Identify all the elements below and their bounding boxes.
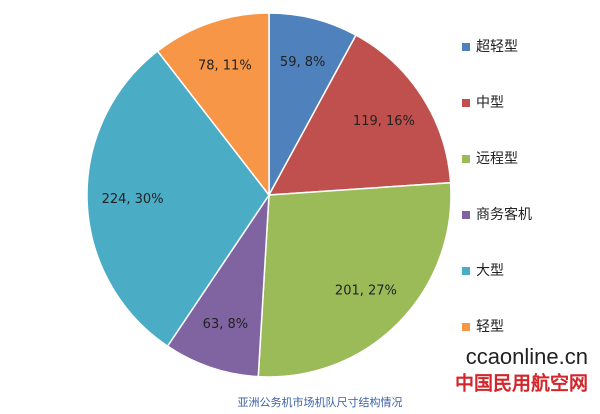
legend-swatch xyxy=(462,155,470,163)
data-label: 78, 11% xyxy=(198,58,252,73)
legend-text: 商务客机 xyxy=(476,206,532,223)
data-label: 224, 30% xyxy=(102,192,164,207)
legend-swatch xyxy=(462,43,470,51)
pie-slice xyxy=(166,192,270,378)
legend-swatch xyxy=(462,323,470,331)
legend-text: 超轻型 xyxy=(476,39,518,55)
legend-swatch xyxy=(462,99,470,107)
legend-swatch xyxy=(462,267,470,275)
legend-swatch xyxy=(462,211,470,219)
legend-text: 轻型 xyxy=(476,319,504,335)
legend-text: 远程型 xyxy=(476,151,518,167)
pie-slice xyxy=(267,34,452,196)
legend-text: 中型 xyxy=(476,95,504,111)
data-label: 63, 8% xyxy=(203,317,248,332)
watermark-site: ccaonline.cn xyxy=(466,344,588,369)
chart-caption: 亚洲公务机市场机队尺寸结构情况 xyxy=(238,395,403,409)
data-label: 59, 8% xyxy=(280,55,325,70)
data-label: 201, 27% xyxy=(335,284,397,299)
pie-slice xyxy=(268,12,357,196)
pie-slice xyxy=(86,50,270,348)
pie-slice xyxy=(257,181,452,378)
legend-text: 大型 xyxy=(476,263,504,279)
data-label: 119, 16% xyxy=(353,114,415,129)
pie-slice xyxy=(156,12,270,198)
watermark-name: 中国民用航空网 xyxy=(455,372,588,395)
